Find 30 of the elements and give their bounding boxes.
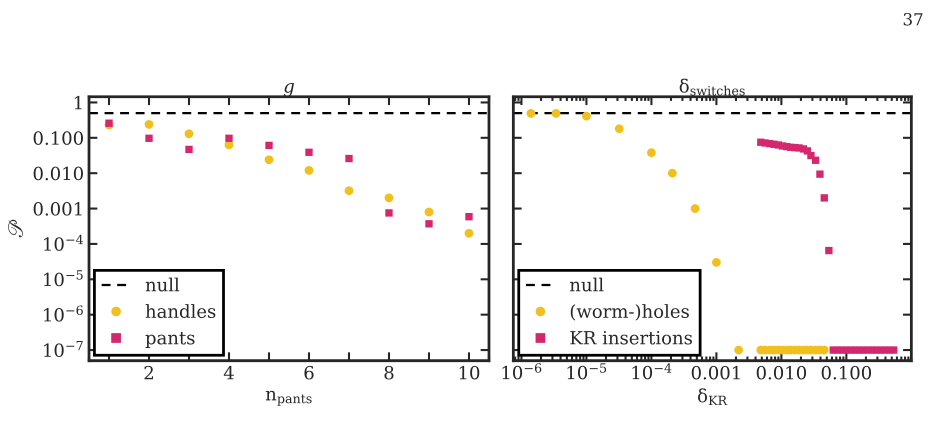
legend-label: handles [146,304,216,318]
x-tick-label: 0.010 [756,366,806,380]
y-tick-label: 0.100 [34,131,83,145]
x-tick-label: 0.100 [822,366,872,380]
x-axis-title: n$_{pants}$ [266,390,312,406]
x-tick-label: 10$^{−6}$ [502,363,542,380]
chart-title: δ$_{switches}$ [680,78,745,96]
x-tick-label: 10 [460,366,480,380]
legend-label: KR insertions [570,331,692,345]
legend-label: null [570,278,604,292]
y-tick-label: 10$^{−6}$ [44,305,83,322]
x-tick-label: 8 [384,366,394,380]
y-tick-label: 0.001 [34,202,82,216]
x-tick-label: 4 [224,366,234,380]
y-tick-label: 10$^{−4}$ [44,234,84,251]
x-tick-label: 10$^{−4}$ [632,363,672,380]
legend-label: null [146,278,180,292]
legend-label: (worm-)holes [570,304,689,321]
y-tick-label: 10$^{−5}$ [44,270,83,286]
x-tick-label: 0.001 [692,366,740,380]
x-axis-title: δ$_{KR}$ [698,388,728,406]
y-tick-label: 0.010 [34,166,83,180]
x-tick-label: 6 [304,366,314,380]
y-tick-label: 10$^{−7}$ [44,341,83,358]
y-axis-title: 𝒫 [8,220,23,238]
x-tick-label: 10$^{−5}$ [568,363,606,380]
legend-label: pants [146,332,195,348]
x-tick-label: 2 [144,366,153,380]
y-tick-label: 1 [74,96,82,110]
text: 37 [904,12,922,26]
